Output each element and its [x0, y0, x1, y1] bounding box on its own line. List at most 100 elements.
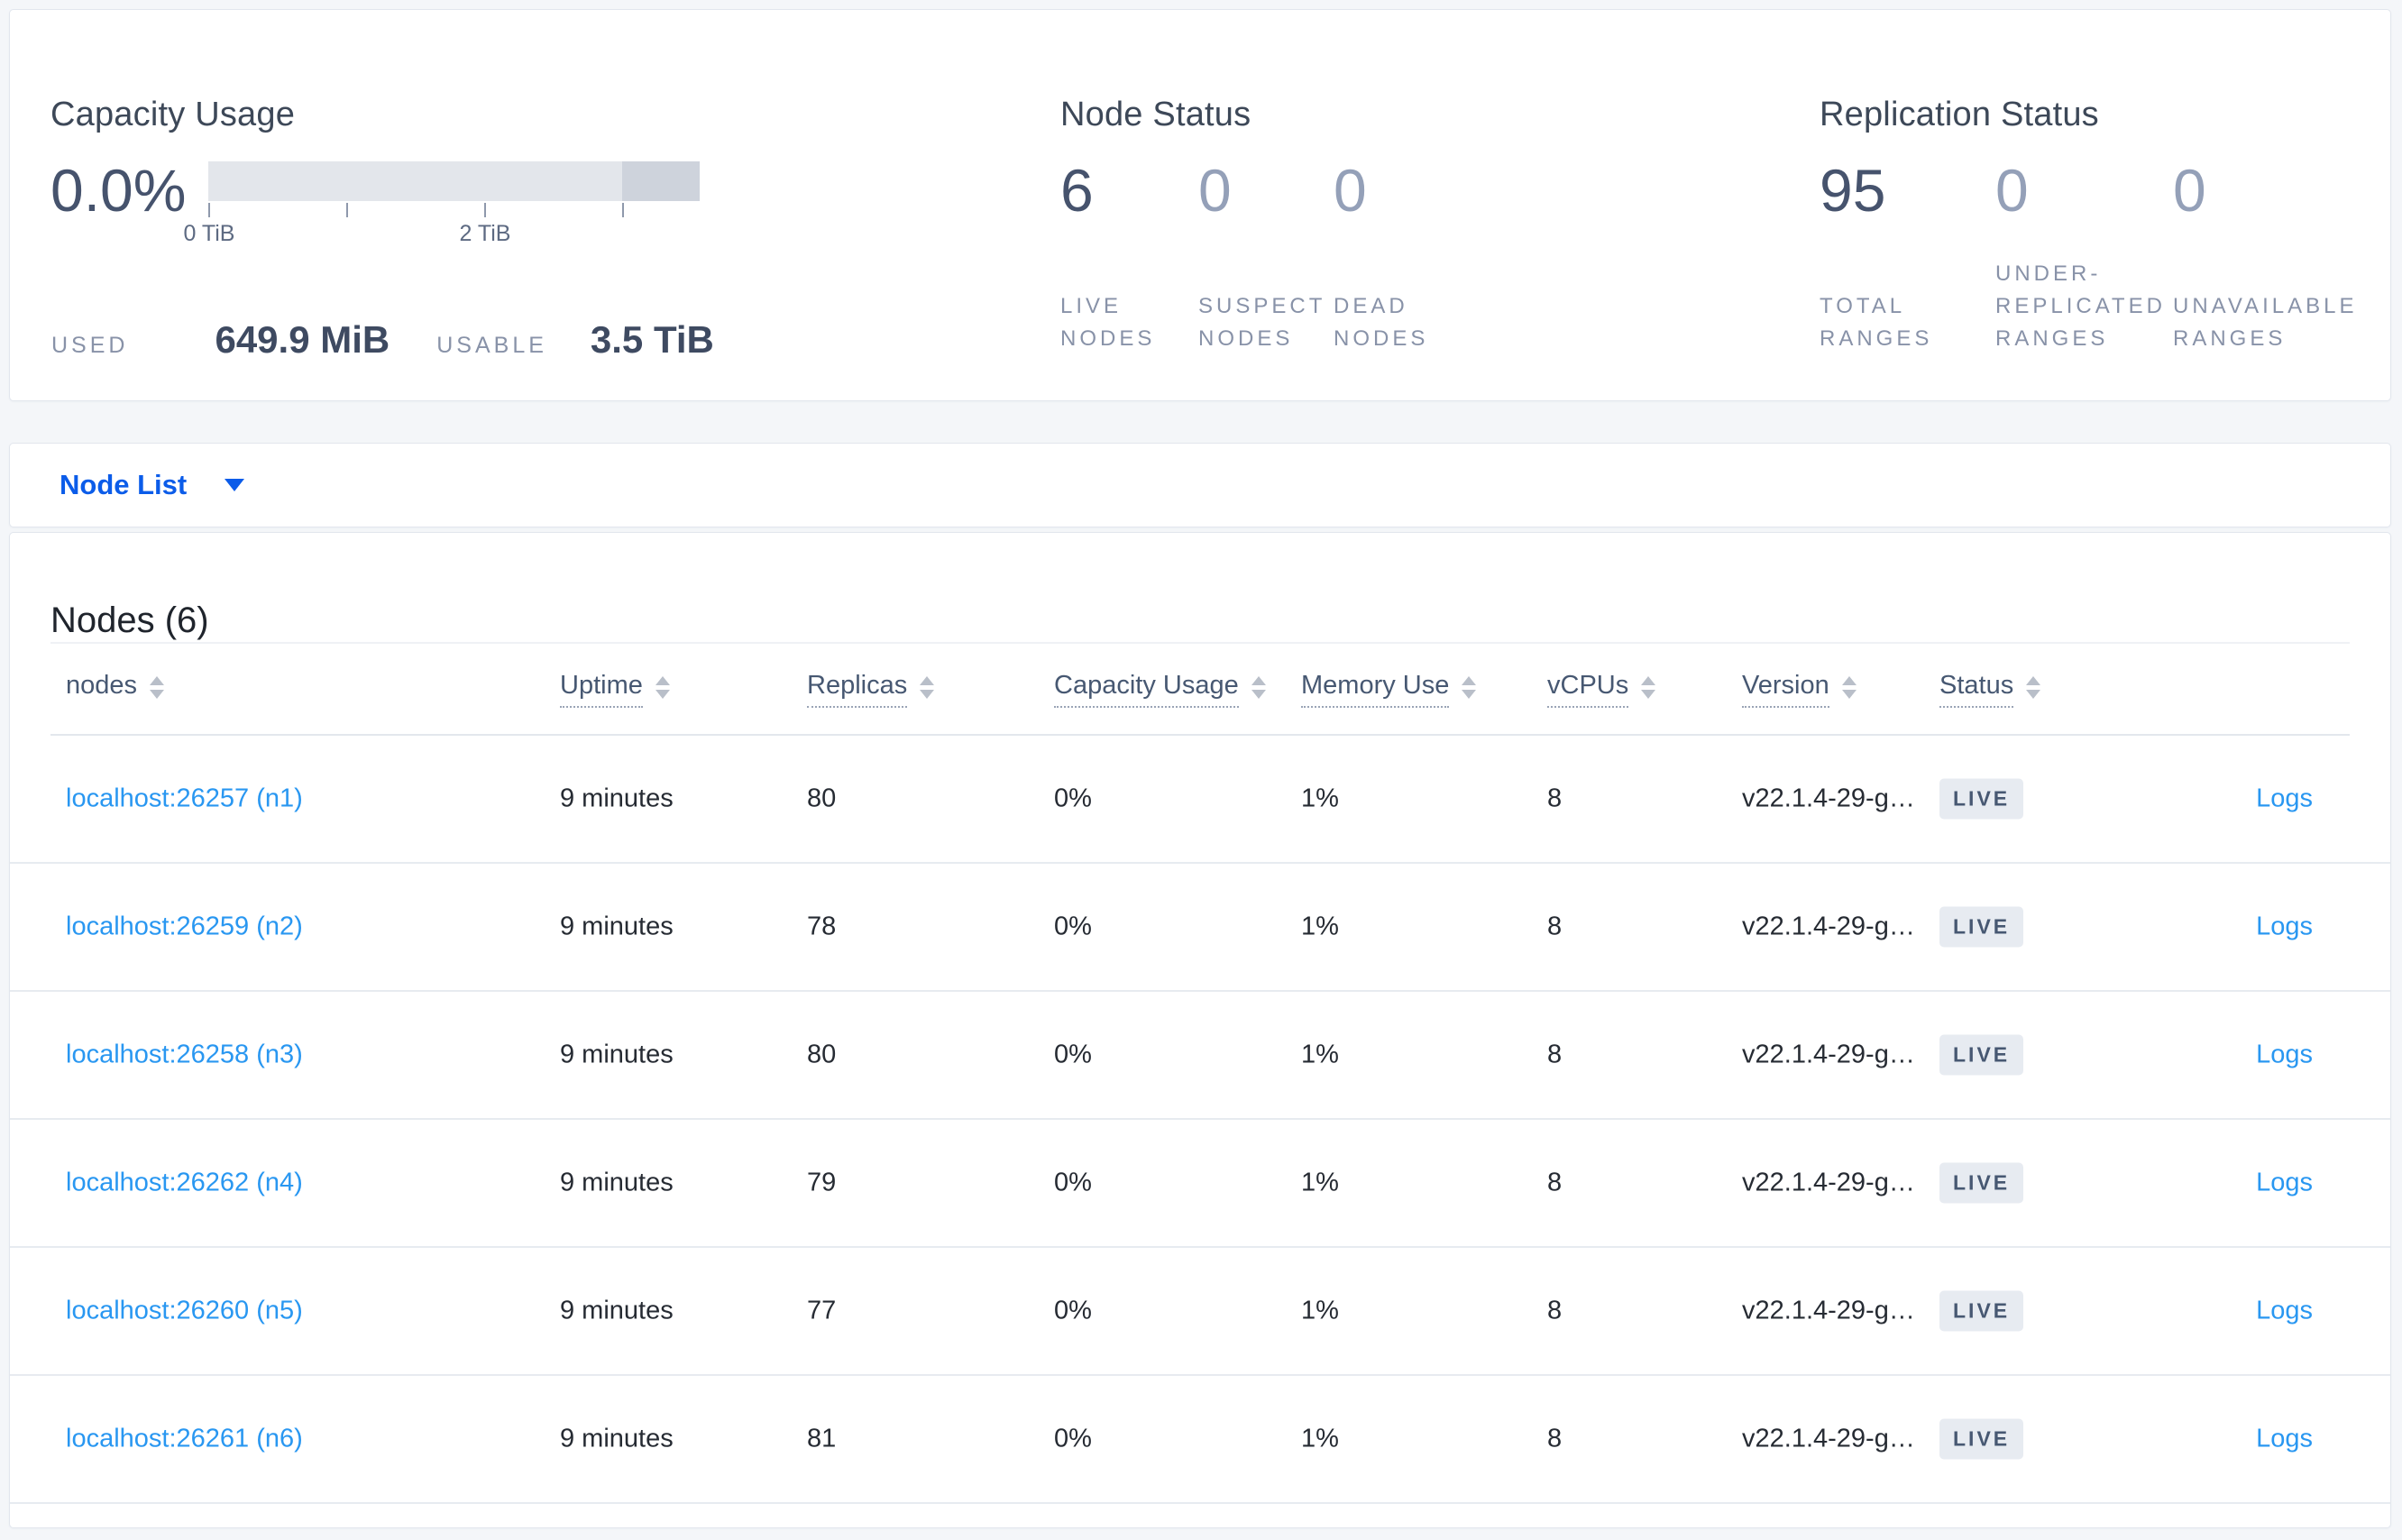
node-link[interactable]: localhost:26261 (n6) — [66, 1424, 303, 1453]
table-row-n3: localhost:26258 (n3) 9 minutes 80 0% 1% … — [10, 992, 2390, 1120]
capacity-usage-bar — [208, 161, 700, 201]
uptime-cell: 9 minutes — [560, 1040, 674, 1069]
table-row-n2: localhost:26259 (n2) 9 minutes 78 0% 1% … — [10, 864, 2390, 992]
usable-value: 3.5 TiB — [590, 318, 714, 361]
table-row-n1: localhost:26257 (n1) 9 minutes 80 0% 1% … — [10, 736, 2390, 864]
table-body: localhost:26257 (n1) 9 minutes 80 0% 1% … — [10, 736, 2390, 1504]
used-value: 649.9 MiB — [215, 318, 390, 361]
sort-icon — [150, 676, 165, 699]
logs-link[interactable]: Logs — [2256, 1168, 2313, 1197]
node-status-title: Node Status — [1060, 95, 1251, 133]
vcpus-cell: 8 — [1547, 1168, 1563, 1197]
version-cell: v22.1.4-29-g… — [1742, 1040, 1915, 1069]
node-link[interactable]: localhost:26260 (n5) — [66, 1296, 303, 1325]
nodes-table-panel: Nodes (6) nodes Uptime Replicas Capacity… — [9, 532, 2391, 1528]
status-cell: LIVE — [1939, 1034, 2024, 1076]
node-list-dropdown-label: Node List — [60, 469, 188, 500]
status-cell: LIVE — [1939, 906, 2024, 948]
divider — [50, 642, 2350, 644]
axis-tick — [208, 203, 210, 217]
replicas-cell: 81 — [807, 1424, 837, 1453]
status-cell: LIVE — [1939, 1290, 2024, 1332]
uptime-cell: 9 minutes — [560, 1296, 674, 1325]
replicas-cell: 77 — [807, 1296, 837, 1325]
uptime-cell: 9 minutes — [560, 1168, 674, 1197]
node-link[interactable]: localhost:26258 (n3) — [66, 1040, 303, 1069]
sort-icon — [655, 676, 670, 699]
status-cell: LIVE — [1939, 778, 2024, 820]
vcpus-cell: 8 — [1547, 784, 1563, 813]
replicas-cell: 80 — [807, 1040, 837, 1069]
column-header-status[interactable]: Status — [1939, 671, 2041, 708]
memory-use-cell: 1% — [1301, 1424, 1339, 1453]
column-header-version[interactable]: Version — [1742, 671, 1857, 708]
replicas-cell: 80 — [807, 784, 837, 813]
logs-link[interactable]: Logs — [2256, 784, 2313, 813]
status-badge: LIVE — [1939, 1034, 2024, 1076]
capacity-usage-cell: 0% — [1054, 1040, 1092, 1069]
memory-use-cell: 1% — [1301, 1296, 1339, 1325]
version-cell: v22.1.4-29-g… — [1742, 784, 1915, 813]
unavailable-ranges-label: UNAVAILABLE RANGES — [2173, 294, 2358, 351]
node-link[interactable]: localhost:26262 (n4) — [66, 1168, 303, 1197]
unavailable-ranges-count: 0 — [2173, 157, 2206, 224]
column-header-vcpus[interactable]: vCPUs — [1547, 671, 1656, 708]
capacity-usage-bar-unusable-segment — [622, 161, 700, 201]
replication-status-title: Replication Status — [1820, 95, 2099, 133]
node-list-dropdown[interactable]: Node List — [60, 444, 245, 527]
axis-tick — [622, 203, 624, 217]
capacity-usage-cell: 0% — [1054, 784, 1092, 813]
uptime-cell: 9 minutes — [560, 1424, 674, 1453]
status-cell: LIVE — [1939, 1162, 2024, 1204]
total-ranges-count: 95 — [1820, 157, 1886, 224]
logs-link[interactable]: Logs — [2256, 1296, 2313, 1325]
node-link[interactable]: localhost:26257 (n1) — [66, 784, 303, 813]
column-header-capacity-usage[interactable]: Capacity Usage — [1054, 671, 1266, 708]
axis-tick-label: 0 TiB — [183, 221, 235, 246]
capacity-usage-percent: 0.0% — [50, 157, 187, 224]
node-link[interactable]: localhost:26259 (n2) — [66, 912, 303, 941]
total-ranges-label: TOTAL RANGES — [1820, 294, 1933, 351]
under-replicated-ranges-label: UNDER-REPLICATED RANGES — [1995, 261, 2166, 351]
status-badge: LIVE — [1939, 1290, 2024, 1332]
column-header-memory-use[interactable]: Memory Use — [1301, 671, 1477, 708]
view-selector-bar: Node List — [9, 443, 2391, 527]
column-header-replicas[interactable]: Replicas — [807, 671, 935, 708]
column-header-nodes[interactable]: nodes — [66, 671, 165, 706]
status-cell: LIVE — [1939, 1418, 2024, 1460]
version-cell: v22.1.4-29-g… — [1742, 1296, 1915, 1325]
vcpus-cell: 8 — [1547, 1424, 1563, 1453]
logs-link[interactable]: Logs — [2256, 1040, 2313, 1069]
version-cell: v22.1.4-29-g… — [1742, 912, 1915, 941]
nodes-table-title: Nodes (6) — [50, 600, 209, 641]
sort-icon — [1841, 676, 1857, 699]
vcpus-cell: 8 — [1547, 912, 1563, 941]
capacity-usage-cell: 0% — [1054, 1296, 1092, 1325]
replicas-cell: 78 — [807, 912, 837, 941]
used-label: USED — [51, 333, 129, 358]
status-badge: LIVE — [1939, 778, 2024, 820]
version-cell: v22.1.4-29-g… — [1742, 1168, 1915, 1197]
status-badge: LIVE — [1939, 906, 2024, 948]
chevron-down-icon — [225, 479, 245, 491]
capacity-usage-cell: 0% — [1054, 1168, 1092, 1197]
table-row-n4: localhost:26262 (n4) 9 minutes 79 0% 1% … — [10, 1120, 2390, 1248]
cluster-summary-panel: Capacity Usage 0.0% 0 TiB 2 TiB USED 649… — [9, 9, 2391, 401]
axis-tick — [346, 203, 348, 217]
axis-tick-label: 2 TiB — [459, 221, 511, 246]
dead-nodes-count: 0 — [1334, 157, 1367, 224]
memory-use-cell: 1% — [1301, 912, 1339, 941]
uptime-cell: 9 minutes — [560, 784, 674, 813]
suspect-nodes-count: 0 — [1198, 157, 1232, 224]
column-header-uptime[interactable]: Uptime — [560, 671, 670, 708]
axis-tick — [484, 203, 486, 217]
logs-link[interactable]: Logs — [2256, 1424, 2313, 1453]
dead-nodes-label: DEAD NODES — [1334, 294, 1429, 351]
logs-link[interactable]: Logs — [2256, 912, 2313, 941]
status-badge: LIVE — [1939, 1418, 2024, 1460]
capacity-usage-cell: 0% — [1054, 912, 1092, 941]
sort-icon — [1641, 676, 1656, 699]
table-row-n5: localhost:26260 (n5) 9 minutes 77 0% 1% … — [10, 1248, 2390, 1376]
sort-icon — [920, 676, 935, 699]
capacity-usage-title: Capacity Usage — [50, 95, 296, 133]
